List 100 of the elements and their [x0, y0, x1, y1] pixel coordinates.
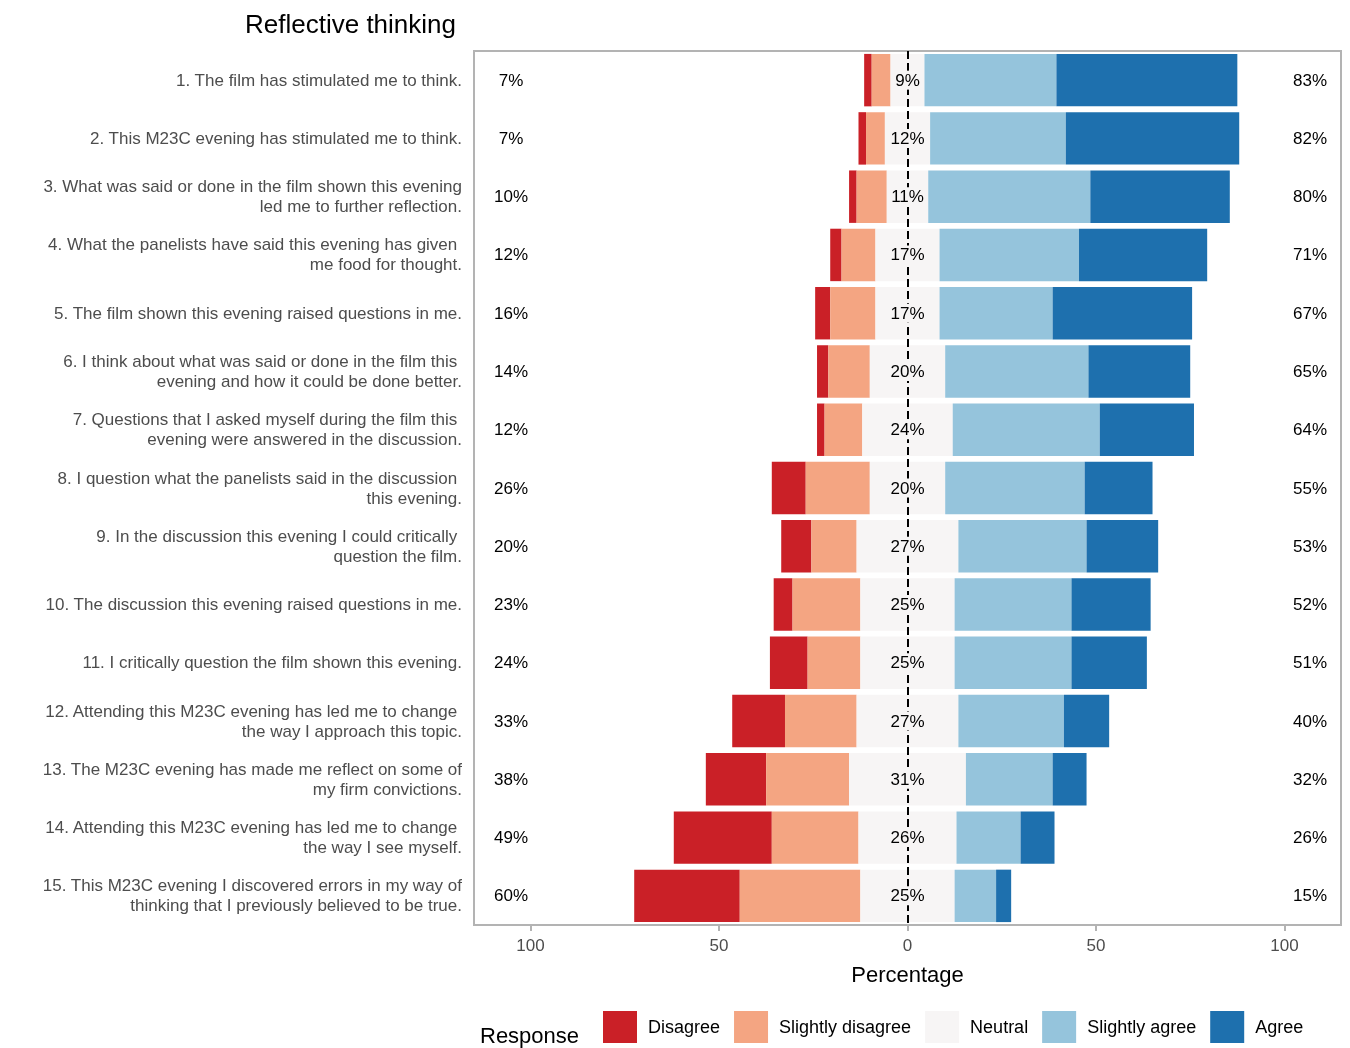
- bar: [705, 753, 767, 806]
- bar: [807, 636, 861, 690]
- bar: [805, 461, 870, 515]
- bar: [841, 228, 876, 282]
- annotation: 33%: [493, 711, 529, 731]
- bar: [849, 753, 966, 806]
- y-tick-label: 14. Attending this M23C evening has led me to change the way I see myself.: [45, 818, 462, 858]
- bar: [1063, 694, 1110, 748]
- legend-label: Slightly agree: [1087, 1017, 1197, 1037]
- annotation: 24%: [493, 653, 529, 673]
- annotation: 12%: [493, 245, 529, 265]
- y-tick-label: 8. I question what the panelists said in the discussion this evening.: [57, 468, 462, 508]
- data-label: 31%: [890, 769, 925, 789]
- bar: [673, 811, 772, 864]
- bar: [954, 636, 1072, 690]
- y-tick-label: 15. This M23C evening I discovered errors in my way of thinking that I previously believed to be true.: [42, 876, 463, 916]
- bar: [1079, 228, 1208, 282]
- bar: [1099, 403, 1194, 456]
- bar: [858, 811, 957, 864]
- annotation: 12%: [493, 420, 529, 440]
- annotation: 67%: [1292, 303, 1328, 323]
- bar: [634, 869, 740, 923]
- annotation: 16%: [493, 303, 529, 323]
- bar: [781, 520, 812, 573]
- bar: [939, 286, 1053, 340]
- bar: [1088, 345, 1191, 398]
- bar: [1071, 578, 1151, 631]
- bar: [954, 578, 1072, 631]
- legend-label: Slightly disagree: [779, 1017, 912, 1037]
- bar: [811, 520, 857, 573]
- y-tick-label: 12. Attending this M23C evening has led me to change the way I approach this topic.: [45, 701, 462, 741]
- bar: [864, 53, 872, 107]
- y-tick-label: 3. What was said or done in the film shown this evening led me to further reflection.: [43, 177, 462, 217]
- data-label: 20%: [890, 361, 925, 381]
- data-label: 9%: [895, 70, 920, 90]
- bar: [739, 869, 861, 923]
- bar: [952, 403, 1100, 456]
- annotation: 26%: [493, 478, 529, 498]
- annotation: 20%: [493, 536, 529, 556]
- data-label: 27%: [890, 536, 925, 556]
- annotation: 64%: [1292, 420, 1328, 440]
- bar: [766, 753, 850, 806]
- legend-label: Neutral: [970, 1017, 1029, 1037]
- bar: [830, 228, 842, 282]
- x-tick-label: 50: [709, 936, 729, 955]
- bar: [1020, 811, 1055, 864]
- bar: [928, 170, 1091, 223]
- bar: [824, 403, 863, 456]
- annotation: 7%: [498, 70, 524, 90]
- annotation: 32%: [1292, 769, 1328, 789]
- y-tick-label: 6. I think about what was said or done in the film this evening and how it could be done better.: [63, 351, 462, 391]
- annotation: 53%: [1292, 536, 1328, 556]
- data-label: 17%: [890, 303, 925, 323]
- annotation: 14%: [493, 361, 529, 381]
- bar: [965, 753, 1053, 806]
- x-tick-label: 50: [1086, 936, 1106, 955]
- data-label: 24%: [890, 420, 925, 440]
- x-tick-label: 100: [516, 936, 545, 955]
- x-axis-title: Percentage: [851, 961, 964, 987]
- data-label: 20%: [890, 478, 925, 498]
- legend-label: Agree: [1255, 1017, 1304, 1037]
- bar: [860, 578, 955, 631]
- bar: [784, 694, 857, 748]
- annotation: 40%: [1292, 711, 1328, 731]
- data-label: 25%: [890, 653, 925, 673]
- bar: [866, 112, 885, 165]
- bar: [871, 53, 891, 107]
- data-label: 25%: [890, 595, 925, 615]
- bar: [1071, 636, 1147, 690]
- bar: [792, 578, 861, 631]
- annotation: 10%: [493, 187, 529, 207]
- annotation: 82%: [1292, 128, 1328, 148]
- bar: [945, 345, 1089, 398]
- data-label: 11%: [891, 187, 924, 207]
- bar: [1090, 170, 1230, 223]
- y-tick-label: 2. This M23C evening has stimulated me to think.: [90, 128, 462, 148]
- bar: [958, 520, 1087, 573]
- bar: [828, 345, 870, 398]
- bar: [1052, 286, 1193, 340]
- annotation: 80%: [1292, 187, 1328, 207]
- bar: [1056, 53, 1238, 107]
- y-tick-label: 11. I critically question the film shown this evening.: [82, 653, 462, 673]
- y-tick-label: 1. The film has stimulated me to think.: [176, 70, 462, 90]
- bar: [1086, 520, 1159, 573]
- bar: [849, 170, 857, 223]
- y-tick-label: 10. The discussion this evening raised questions in me.: [45, 595, 462, 615]
- annotation: 7%: [498, 128, 524, 148]
- legend-label: Disagree: [648, 1017, 721, 1037]
- annotation: 26%: [1292, 828, 1328, 848]
- bar: [954, 869, 997, 923]
- bar: [930, 112, 1066, 165]
- bar: [771, 811, 859, 864]
- annotation: 83%: [1292, 70, 1328, 90]
- data-label: 26%: [890, 828, 925, 848]
- legend-title: Response: [480, 1022, 580, 1048]
- bar: [732, 694, 785, 748]
- data-label: 25%: [890, 886, 925, 906]
- y-tick-label: 7. Questions that I asked myself during the film this evening were answered in the discussion.: [72, 410, 462, 450]
- annotation: 65%: [1292, 361, 1328, 381]
- bar: [830, 286, 876, 340]
